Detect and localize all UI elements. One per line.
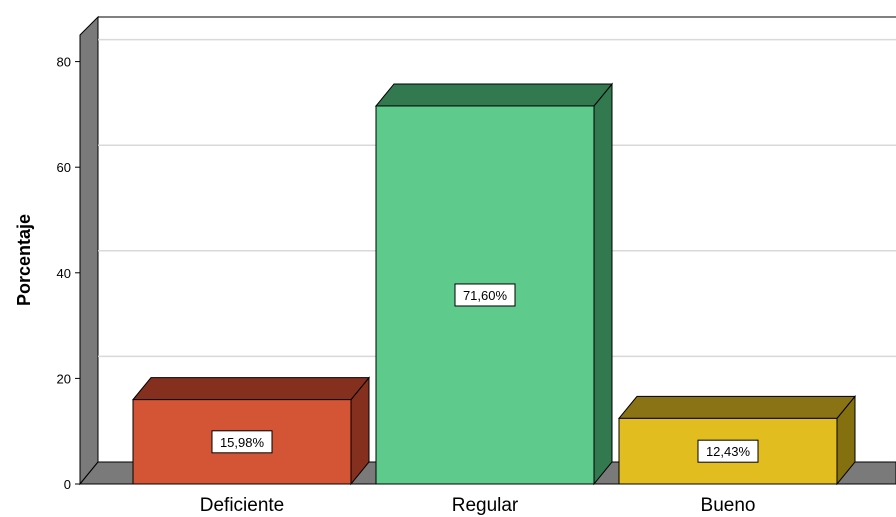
data-label: 12,43%	[706, 444, 751, 459]
y-axis-ticks: 0 20 40 60 80	[57, 55, 80, 492]
x-category-label: Regular	[452, 495, 519, 516]
data-label-box	[697, 439, 759, 463]
bar-top	[617, 395, 857, 419]
bar-top	[374, 83, 614, 107]
bar-deficiente: 15,98%	[131, 376, 371, 486]
bars: 15,98% 71,60% 12,43%	[131, 82, 857, 486]
y-tick-label: 80	[57, 55, 71, 70]
data-label: 71,60%	[463, 288, 508, 303]
y-tick-label: 40	[57, 266, 71, 281]
y-axis-label: Porcentaje	[14, 214, 34, 306]
x-category-label: Bueno	[701, 495, 756, 516]
bar-bueno: 12,43%	[617, 394, 857, 486]
y-tick-label: 0	[64, 477, 71, 492]
data-label-box	[211, 430, 273, 454]
data-label-box	[454, 283, 516, 307]
x-category-label: Deficiente	[200, 495, 285, 516]
y-tick-label: 20	[57, 371, 71, 386]
bar-top	[131, 377, 371, 401]
y-tick-label: 60	[57, 160, 71, 175]
bar-side	[593, 82, 613, 486]
data-label: 15,98%	[220, 435, 265, 450]
back-wall-left-side	[79, 15, 99, 486]
x-axis-categories: Deficiente Regular Bueno	[200, 495, 756, 516]
bar-regular: 71,60%	[374, 82, 614, 486]
